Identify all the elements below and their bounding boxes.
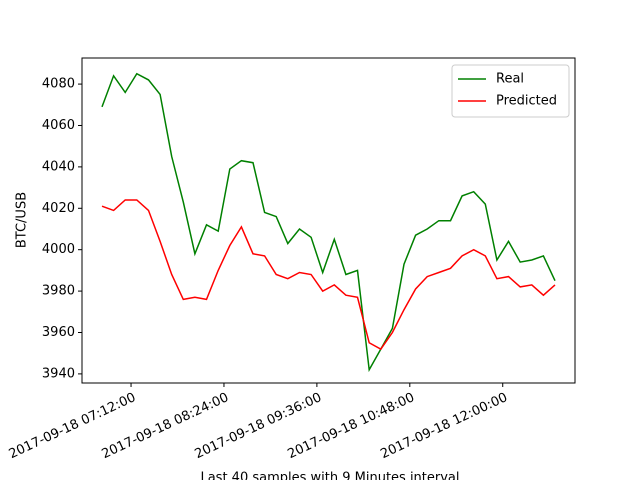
y-tick-label: 4040 — [42, 159, 75, 174]
y-tick-label: 3980 — [42, 284, 75, 299]
x-axis-label: Last 40 samples with 9 Minutes interval — [200, 471, 459, 480]
y-axis-label: BTC/USB — [15, 192, 30, 248]
plot-frame — [81, 57, 576, 384]
y-tick-label: 3960 — [42, 325, 75, 340]
y-tick-label: 4000 — [42, 242, 75, 257]
y-tick-label: 4060 — [42, 118, 75, 133]
y-tick-label: 4020 — [42, 201, 75, 216]
legend-label: Predicted — [496, 94, 557, 109]
line-series — [101, 72, 556, 373]
y-tick-label: 4080 — [42, 77, 75, 92]
line-series — [101, 199, 556, 351]
legend-box — [451, 64, 570, 118]
legend-label: Real — [496, 72, 524, 87]
y-tick-label: 3940 — [42, 366, 75, 381]
